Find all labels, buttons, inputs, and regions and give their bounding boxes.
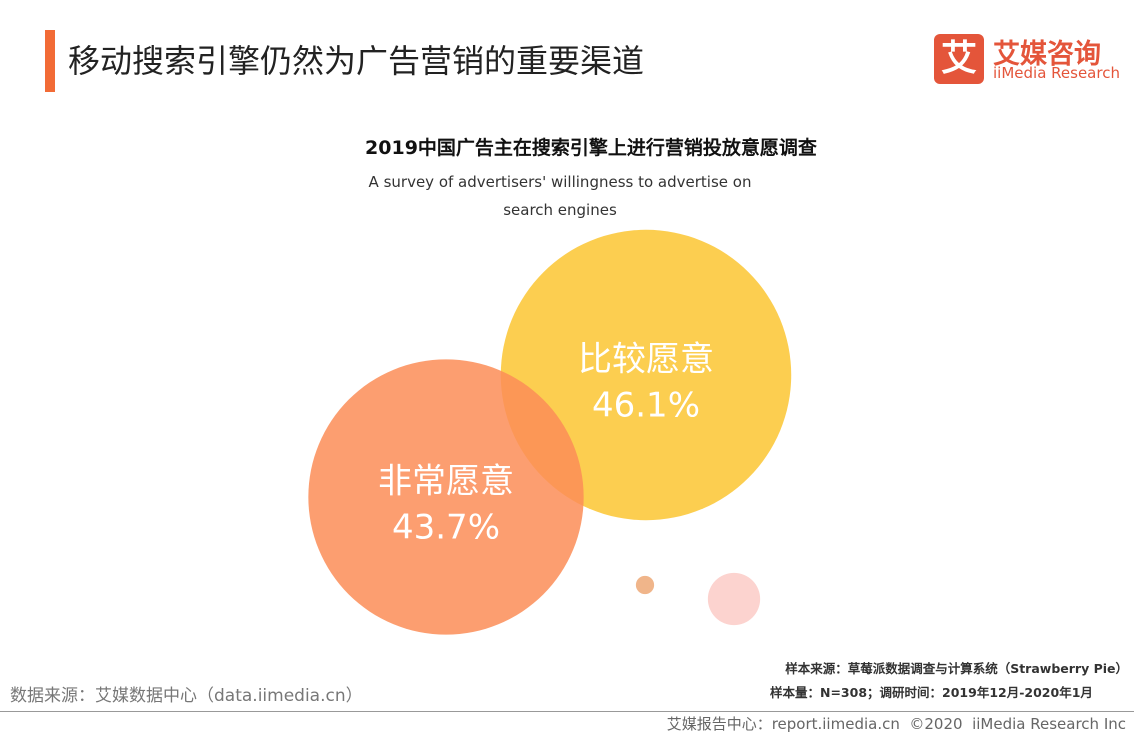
data-source: 数据来源：艾媒数据中心（data.iimedia.cn）: [10, 686, 363, 706]
footer-rule: [0, 711, 1134, 712]
bubble-label: 非常愿意: [378, 462, 514, 502]
chart-title: 2019中国广告主在搜索引擎上进行营销投放意愿调查: [365, 137, 817, 159]
title-bar: [45, 30, 55, 92]
logo-cn: 艾媒咨询: [993, 39, 1101, 70]
value-label: 43.7%: [392, 508, 500, 548]
bubble: [635, 575, 655, 595]
page-title: 移动搜索引擎仍然为广告营销的重要渠道: [68, 42, 645, 80]
bubble-label: 比较愿意: [578, 340, 714, 380]
chart-subtitle: A survey of advertisers' willingness to …: [368, 173, 752, 219]
value-label: 46.1%: [592, 386, 700, 426]
bubble: [707, 572, 761, 626]
sample-source: 样本来源：草莓派数据调查与计算系统（Strawberry Pie）: [785, 661, 1128, 676]
sample-size: 样本量：N=308；调研时间：2019年12月-2020年1月: [770, 685, 1093, 700]
footer: 艾媒报告中心：report.iimedia.cn ©2020 iiMedia R…: [666, 715, 1126, 733]
logo-en: iiMedia Research: [993, 64, 1120, 82]
bubble: [308, 359, 584, 635]
logo-icon: 艾: [934, 34, 984, 84]
